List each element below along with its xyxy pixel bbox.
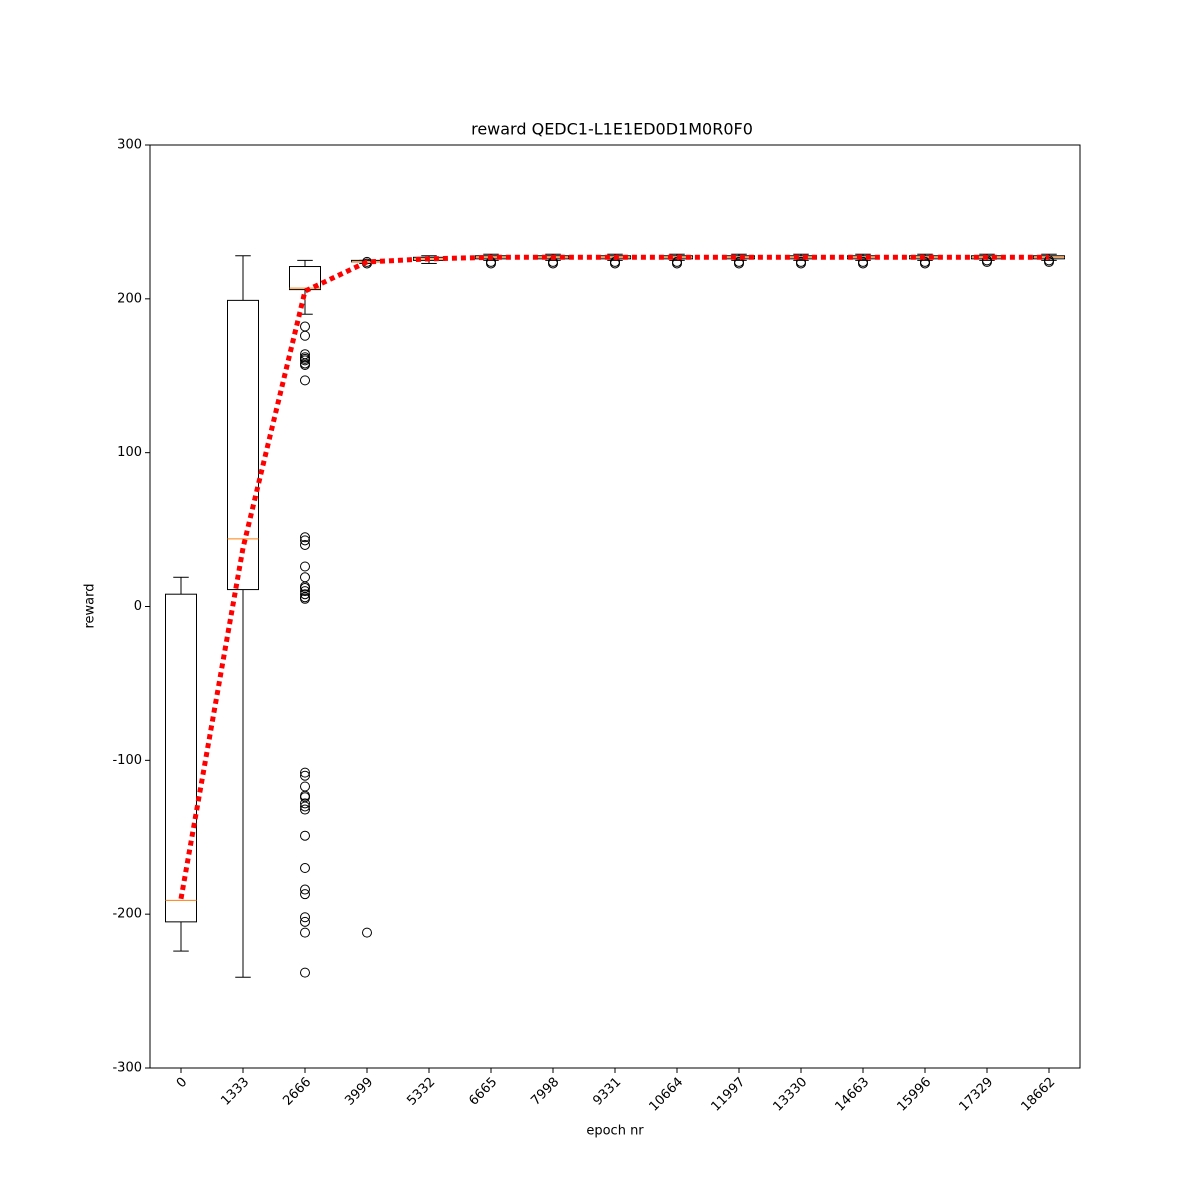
flier bbox=[300, 593, 310, 604]
flier bbox=[300, 321, 310, 332]
flier bbox=[300, 804, 310, 815]
x-tick-label: 15996 bbox=[894, 1075, 934, 1115]
flier bbox=[300, 770, 310, 781]
x-tick-label: 6665 bbox=[466, 1075, 500, 1109]
y-tick-label: 100 bbox=[117, 445, 142, 460]
x-tick-label: 0 bbox=[174, 1075, 190, 1091]
flier bbox=[300, 532, 310, 543]
x-tick-label: 5332 bbox=[404, 1075, 438, 1109]
flier bbox=[300, 889, 310, 900]
flier bbox=[858, 258, 868, 269]
x-tick-label: 3999 bbox=[342, 1075, 376, 1109]
flier bbox=[300, 967, 310, 978]
flier bbox=[300, 539, 310, 550]
x-tick-label: 10664 bbox=[646, 1075, 686, 1115]
flier bbox=[300, 572, 310, 583]
mean-line bbox=[178, 254, 1049, 900]
flier bbox=[796, 258, 806, 269]
flier bbox=[300, 355, 310, 366]
flier bbox=[362, 927, 372, 938]
flier bbox=[300, 781, 310, 792]
flier bbox=[300, 884, 310, 895]
y-tick-label: -300 bbox=[112, 1061, 142, 1076]
flier bbox=[300, 359, 310, 370]
y-axis-label: reward bbox=[83, 583, 98, 628]
x-tick-label: 7998 bbox=[528, 1075, 562, 1109]
x-tick-label: 1333 bbox=[218, 1075, 252, 1109]
flier bbox=[300, 801, 310, 812]
x-axis-label: epoch nr bbox=[586, 1124, 644, 1139]
flier bbox=[300, 830, 310, 841]
y-tick-label: -100 bbox=[112, 753, 142, 768]
y-tick-label: 200 bbox=[117, 291, 142, 306]
flier bbox=[300, 916, 310, 927]
flier bbox=[300, 589, 310, 600]
x-tick-label: 18662 bbox=[1018, 1075, 1058, 1115]
flier bbox=[300, 330, 310, 341]
flier bbox=[300, 535, 310, 546]
y-tick-label: 0 bbox=[134, 599, 142, 614]
flier bbox=[300, 561, 310, 572]
box bbox=[227, 299, 259, 591]
flier bbox=[300, 863, 310, 874]
flier bbox=[300, 586, 310, 597]
flier bbox=[300, 927, 310, 938]
y-tick-label: 300 bbox=[117, 138, 142, 153]
flier bbox=[300, 375, 310, 386]
box bbox=[165, 593, 197, 923]
flier bbox=[300, 798, 310, 809]
x-tick-label: 13330 bbox=[770, 1075, 810, 1115]
flier bbox=[300, 767, 310, 778]
chart-title: reward QEDC1-L1E1ED0D1M0R0F0 bbox=[471, 120, 753, 139]
y-tick-label: -200 bbox=[112, 907, 142, 922]
x-tick-label: 17329 bbox=[956, 1075, 996, 1115]
flier bbox=[920, 258, 930, 269]
x-tick-label: 14663 bbox=[832, 1075, 872, 1115]
x-tick-label: 9331 bbox=[590, 1075, 624, 1109]
x-tick-label: 11997 bbox=[708, 1075, 748, 1115]
flier bbox=[734, 258, 744, 269]
x-tick-label: 2666 bbox=[280, 1075, 314, 1109]
flier bbox=[300, 912, 310, 923]
